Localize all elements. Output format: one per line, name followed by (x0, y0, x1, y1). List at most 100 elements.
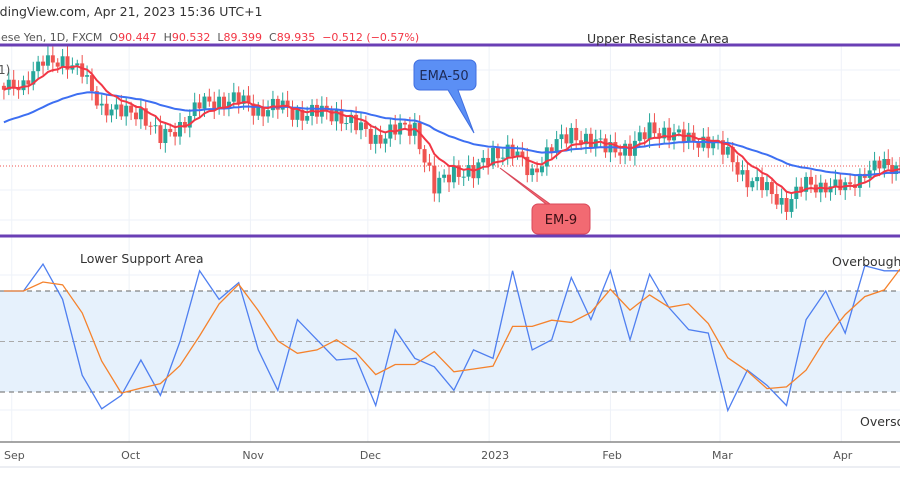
candle-body (456, 165, 461, 177)
candle-body (354, 114, 359, 131)
x-tick-label: Oct (121, 449, 141, 462)
candle-body (890, 165, 895, 175)
change-value: −0.512 (−0.57%) (322, 31, 420, 44)
candle-body (491, 148, 496, 166)
symbol-legend: nese Yen, 1D, FXCM O90.447 H90.532 L89.3… (0, 31, 419, 44)
candle-body (256, 106, 261, 116)
candle-body (275, 98, 280, 110)
symbol-name: nese Yen, 1D, FXCM (0, 31, 103, 44)
candle-body (114, 104, 119, 110)
candle-body (383, 138, 388, 144)
candle-body (41, 61, 46, 66)
candle-body (652, 122, 657, 134)
candle-body (422, 149, 427, 163)
candle-body (80, 63, 85, 77)
candle-body (222, 96, 227, 108)
candle-body (730, 146, 735, 163)
candle-body (657, 133, 662, 139)
overbought-label: Overbought (832, 254, 900, 269)
candle-body (667, 127, 672, 141)
candle-body (505, 144, 510, 158)
ema9-line (3, 65, 900, 195)
candle-body (554, 139, 559, 153)
candle-body (828, 186, 833, 193)
candle-body (55, 62, 60, 67)
candle-body (515, 151, 520, 157)
candle-body (236, 92, 241, 104)
candle-body (99, 103, 104, 106)
candle-body (623, 143, 628, 156)
candle-body (270, 98, 275, 111)
candle-body (618, 152, 623, 156)
stoch-d-line (3, 268, 900, 394)
candle-body (711, 142, 716, 149)
high-value: 90.532 (171, 31, 211, 44)
candle-body (696, 142, 701, 148)
candle-body (495, 148, 500, 159)
candle-body (124, 105, 129, 117)
candle-body (720, 140, 725, 155)
candle-body (349, 114, 354, 124)
candle-body (417, 122, 422, 150)
candle-body (85, 75, 90, 77)
candle-body (65, 56, 70, 70)
stoch-levels (0, 290, 900, 393)
candle-body (36, 61, 41, 72)
candle-body (197, 102, 202, 109)
ema50-callout[interactable]: EMA-50 (413, 59, 477, 134)
ema9-callout[interactable]: EM-9 (499, 167, 591, 235)
candle-body (358, 122, 363, 131)
candle-body (886, 159, 891, 166)
candle-body (838, 179, 843, 191)
candle-body (569, 127, 574, 144)
candle-body (642, 132, 647, 140)
candle-body (745, 170, 750, 188)
candle-body (104, 103, 109, 116)
low-label: L (217, 31, 224, 44)
candle-body (129, 105, 134, 113)
candle-body (779, 198, 784, 205)
candle-body (163, 128, 168, 144)
candle-body (789, 198, 794, 212)
candle-body (755, 177, 760, 182)
x-tick-label: Sep (4, 449, 25, 462)
candle-body (549, 147, 554, 153)
candle-body (344, 123, 349, 125)
candle-body (143, 108, 148, 126)
candle-body (60, 56, 65, 67)
watermark-text: adingView.com, Apr 21, 2023 15:36 UTC+1 (0, 4, 263, 19)
candle-body (676, 129, 681, 133)
lower-support-label: Lower Support Area (80, 251, 204, 266)
candle-body (872, 160, 877, 171)
candle-body (774, 194, 779, 205)
close-label: C (269, 31, 277, 44)
candle-body (769, 182, 774, 195)
candle-body (251, 103, 256, 116)
candle-body (833, 179, 838, 187)
candle-body (539, 166, 544, 173)
candle-body (447, 174, 452, 183)
ema50-line (3, 91, 900, 177)
candle-body (31, 71, 36, 85)
candle-body (520, 151, 525, 157)
candle-body (1, 85, 6, 90)
candle-body (799, 186, 804, 192)
candle-body (662, 127, 667, 139)
candle-body (314, 104, 319, 117)
candle-body (461, 176, 466, 178)
candle-body (510, 144, 515, 157)
candle-body (588, 133, 593, 148)
x-tick-label: 2023 (481, 449, 509, 462)
candle-body (823, 182, 828, 193)
candle-body (593, 139, 598, 148)
candle-body (432, 165, 437, 194)
candle-body (182, 122, 187, 128)
candle-body (857, 173, 862, 188)
candle-body (628, 143, 632, 156)
candle-body (266, 110, 271, 117)
ema50-callout-text: EMA-50 (419, 69, 468, 84)
candle-body (603, 138, 608, 153)
candle-body (334, 109, 339, 122)
upper-resistance-label: Upper Resistance Area (587, 31, 729, 46)
